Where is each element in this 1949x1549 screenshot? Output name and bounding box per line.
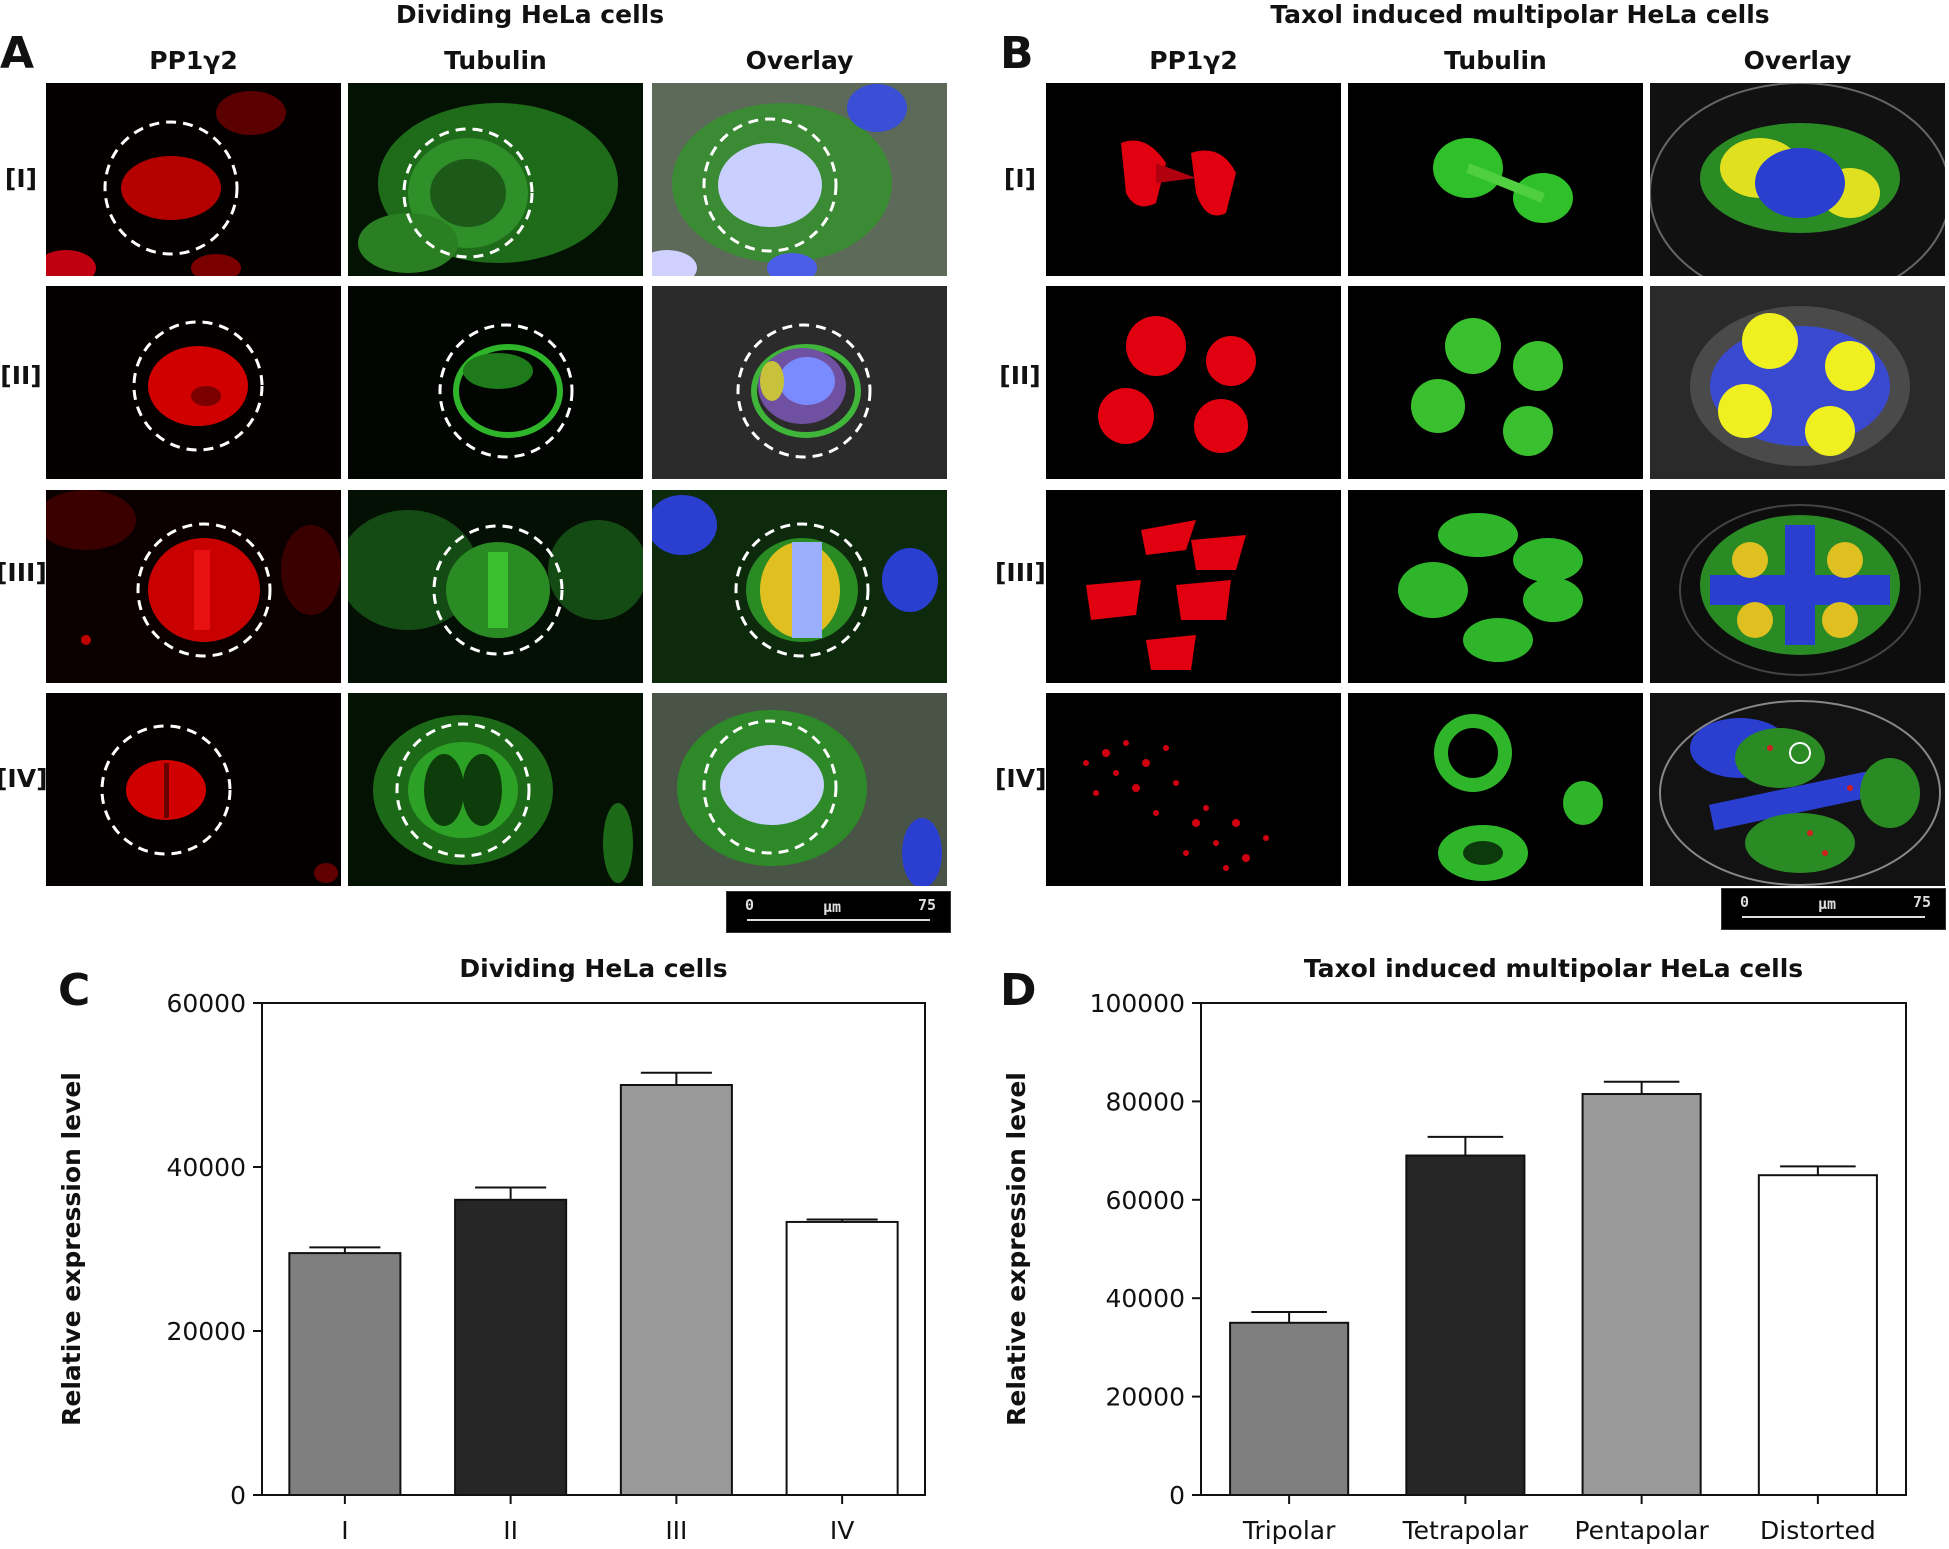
x-tick-label: I [341, 1516, 348, 1545]
scale-bar-unit: μm [823, 898, 842, 916]
micrograph-a-3-tubulin [348, 490, 643, 683]
scale-bar-start: 0 [745, 896, 755, 914]
micrograph-a-4-pp1 [46, 693, 341, 886]
chart-c: Dividing HeLa cells Relative expression l… [57, 954, 926, 1545]
panel-a-row-label-3: [III] [0, 558, 47, 587]
bar-i [288, 1252, 402, 1496]
panel-b-col-label-overlay: Overlay [1743, 46, 1852, 75]
y-tick-label: 60000 [166, 989, 246, 1018]
micrograph-b-4-tubulin [1348, 693, 1643, 886]
bar-pentapolar [1581, 1093, 1702, 1497]
micrograph-a-4-tubulin [348, 693, 643, 886]
x-tick-label: Distorted [1760, 1516, 1876, 1545]
micrograph-b-4-overlay [1650, 693, 1945, 886]
y-tick-label: 40000 [1105, 1284, 1185, 1313]
micrograph-a-2-pp1 [46, 286, 341, 479]
y-tick-label: 0 [230, 1481, 246, 1510]
bar-iv [785, 1220, 899, 1496]
panel-a-scale-bar: 0 μm 75 [726, 891, 951, 933]
plot-frame [261, 1002, 926, 1496]
plot-frame [1200, 1002, 1907, 1496]
panel-a-row-label-4: [IV] [0, 764, 48, 793]
panel-a-col-label-overlay: Overlay [745, 46, 854, 75]
scale-bar-end: 75 [917, 896, 936, 914]
y-axis-label: Relative expression level [57, 1072, 86, 1426]
micrograph-b-1-pp1 [1046, 83, 1341, 276]
x-tick-label: Tetrapolar [1402, 1516, 1529, 1545]
micrograph-a-3-overlay [652, 490, 947, 683]
panel-d-letter: D [1000, 965, 1037, 1016]
y-tick-label: 80000 [1105, 1087, 1185, 1116]
micrograph-b-2-tubulin [1348, 286, 1643, 479]
panel-a-letter: A [0, 28, 35, 79]
panel-b-row-label-1: [I] [1003, 164, 1037, 193]
micrograph-b-1-overlay [1650, 83, 1945, 276]
micrograph-a-1-tubulin [348, 83, 643, 276]
panel-a-row-label-1: [I] [4, 164, 38, 193]
bar-tetrapolar [1405, 1154, 1526, 1497]
chart-title: Dividing HeLa cells [459, 954, 727, 983]
y-tick-label: 60000 [1105, 1186, 1185, 1215]
y-axis-label: Relative expression level [1002, 1072, 1031, 1426]
panel-a-col-label-pp1: PP1γ2 [149, 46, 238, 75]
scale-bar-unit: μm [1818, 895, 1837, 913]
chart-d: Taxol induced multipolar HeLa cells Relat… [1002, 954, 1907, 1545]
y-tick-label: 20000 [166, 1317, 246, 1346]
panel-b-col-label-pp1: PP1γ2 [1149, 46, 1238, 75]
micrograph-b-3-overlay [1650, 490, 1945, 683]
micrograph-a-4-overlay [652, 693, 947, 886]
panel-b-col-label-tubulin: Tubulin [1444, 46, 1547, 75]
scale-bar-end: 75 [1912, 893, 1931, 911]
panel-b-title: Taxol induced multipolar HeLa cells [1270, 0, 1770, 29]
x-tick-label: IV [830, 1516, 854, 1545]
micrograph-b-1-tubulin [1348, 83, 1643, 276]
panel-a-title: Dividing HeLa cells [395, 0, 665, 29]
bar-distorted [1757, 1174, 1878, 1496]
bar-ii [454, 1198, 568, 1497]
x-tick-label: II [503, 1516, 518, 1545]
micrograph-a-3-pp1 [46, 490, 341, 683]
panel-b-letter: B [1000, 28, 1034, 79]
micrograph-a-2-tubulin [348, 286, 643, 479]
chart-title: Taxol induced multipolar HeLa cells [1304, 954, 1803, 983]
micrograph-a-2-overlay [652, 286, 947, 479]
panel-a-row-label-2: [II] [0, 361, 42, 390]
panel-c-letter: C [58, 965, 91, 1016]
micrograph-b-2-pp1 [1046, 286, 1341, 479]
y-tick-label: 20000 [1105, 1383, 1185, 1412]
micrograph-b-3-pp1 [1046, 490, 1341, 683]
y-tick-label: 0 [1169, 1481, 1185, 1510]
bar-tripolar [1229, 1321, 1350, 1496]
x-tick-label: Tripolar [1242, 1516, 1336, 1545]
panel-b-row-label-2: [II] [999, 361, 1041, 390]
bar-iii [619, 1084, 733, 1496]
y-tick-label: 40000 [166, 1153, 246, 1182]
micrograph-b-3-tubulin [1348, 490, 1643, 683]
panel-b-scale-bar: 0 μm 75 [1721, 888, 1946, 930]
x-tick-label: III [665, 1516, 687, 1545]
scale-bar-start: 0 [1740, 893, 1750, 911]
panel-a-col-label-tubulin: Tubulin [444, 46, 547, 75]
micrograph-a-1-overlay [652, 83, 947, 276]
panel-b-row-label-3: [III] [995, 558, 1046, 587]
x-tick-label: Pentapolar [1575, 1516, 1710, 1545]
y-tick-label: 100000 [1090, 989, 1185, 1018]
micrograph-b-2-overlay [1650, 286, 1945, 479]
panel-b-row-label-4: [IV] [995, 764, 1047, 793]
micrograph-a-1-pp1 [46, 83, 341, 276]
micrograph-b-4-pp1 [1046, 693, 1341, 886]
